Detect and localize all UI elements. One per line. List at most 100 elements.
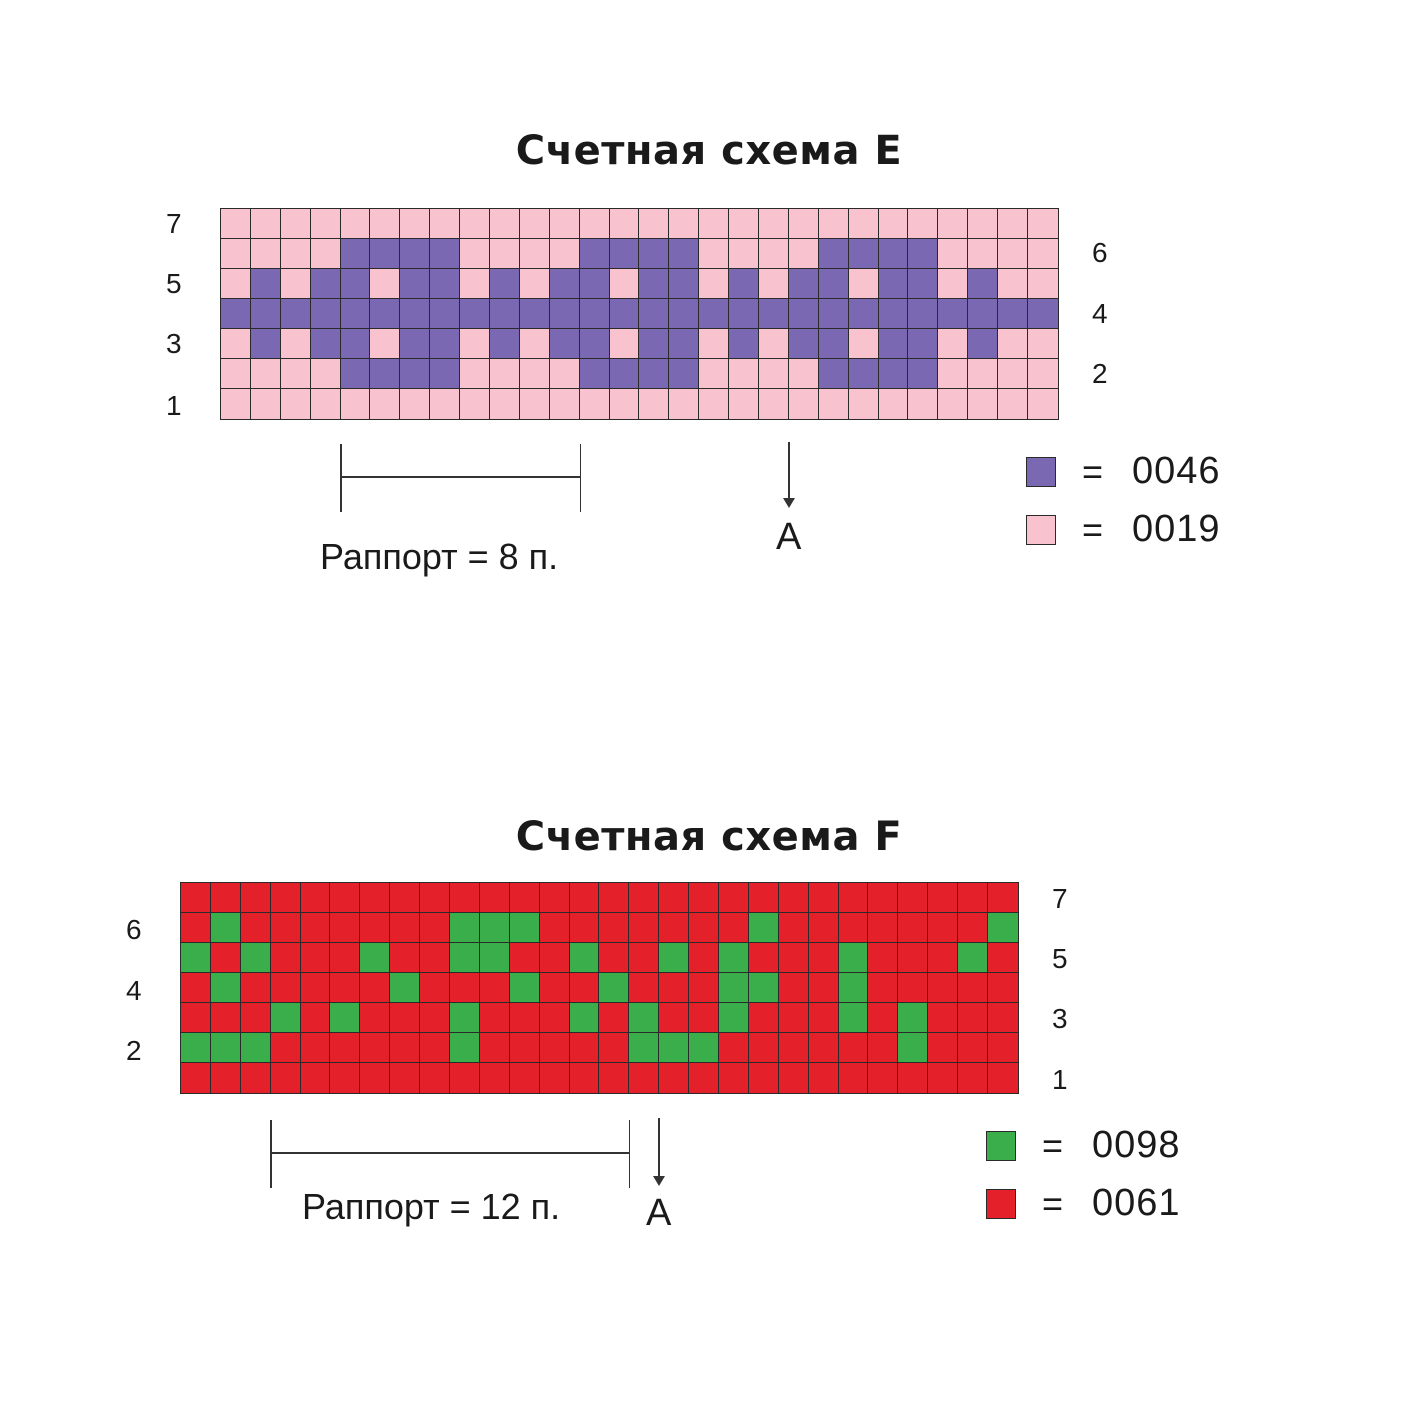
chart-e-stitch-cell (609, 209, 640, 239)
chart-f-stitch-cell (689, 973, 720, 1003)
chart-f-row-number: 3 (1052, 1003, 1068, 1034)
chart-f-stitch-cell (958, 973, 989, 1003)
chart-e-stitch-cell (938, 299, 969, 329)
chart-e-stitch-cell (430, 269, 461, 299)
chart-e-stitch-cell (221, 239, 251, 269)
chart-e-stitch-cell (490, 269, 520, 299)
chart-e-stitch-cell (549, 299, 580, 329)
chart-f-stitch-cell (808, 883, 839, 913)
chart-e-stitch-cell (400, 299, 431, 329)
chart-e-stitch-cell (370, 329, 401, 359)
chart-f-rapport-label: Раппорт = 12 п. (302, 1186, 561, 1227)
chart-f-stitch-cell (450, 1003, 480, 1033)
chart-e-stitch-cell (609, 329, 640, 359)
chart-e-stitch-cell (878, 269, 909, 299)
chart-f-stitch-cell (988, 1003, 1018, 1033)
chart-e-stitch-cell (639, 299, 670, 329)
chart-e-grid (220, 208, 1059, 420)
chart-e-stitch-cell (639, 239, 670, 269)
chart-f-stitch-cell (210, 973, 241, 1003)
chart-e-stitch-cell (938, 359, 969, 389)
chart-f-stitch-cell (479, 883, 510, 913)
chart-e-stitch-cell (519, 359, 550, 389)
chart-e-stitch-cell (370, 389, 401, 419)
chart-e-stitch-cell (579, 329, 610, 359)
chart-e-stitch-cell (1028, 239, 1058, 269)
chart-f-stitch-cell (210, 1003, 241, 1033)
chart-e-stitch-cell (639, 209, 670, 239)
chart-e-stitch-cell (430, 209, 461, 239)
chart-e-stitch-cell (400, 209, 431, 239)
chart-e-stitch-cell (430, 299, 461, 329)
chart-f-stitch-cell (360, 1063, 391, 1093)
chart-e-stitch-cell (490, 299, 520, 329)
chart-e-row-number: 6 (1092, 237, 1108, 268)
chart-e-stitch-cell (729, 389, 760, 419)
chart-e-stitch-cell (818, 209, 849, 239)
chart-f-stitch-cell (240, 973, 271, 1003)
chart-e-stitch-cell (818, 269, 849, 299)
chart-e-stitch-cell (579, 209, 610, 239)
chart-e-stitch-cell (788, 239, 819, 269)
chart-e-stitch-cell (968, 239, 999, 269)
chart-e-stitch-cell (490, 209, 520, 239)
chart-f-stitch-cell (450, 1033, 480, 1063)
chart-e-rapport-bracket (340, 444, 581, 512)
chart-f-stitch-cell (988, 1063, 1018, 1093)
chart-f-row-number: 6 (126, 914, 142, 945)
chart-f-stitch-cell (181, 913, 211, 943)
chart-f-stitch-cell (719, 1033, 749, 1063)
legend-equals: = (1082, 450, 1104, 492)
chart-f-stitch-cell (420, 913, 451, 943)
chart-e-stitch-cell (490, 329, 520, 359)
chart-f-stitch-cell (539, 1063, 570, 1093)
chart-e-stitch-cell (310, 209, 341, 239)
chart-f-stitch-cell (300, 1063, 331, 1093)
chart-e-stitch-cell (460, 299, 491, 329)
chart-f-stitch-cell (569, 1033, 600, 1063)
chart-f-stitch-cell (928, 883, 959, 913)
chart-f-stitch-cell (689, 1003, 720, 1033)
chart-e-stitch-cell (908, 329, 939, 359)
chart-e-stitch-cell (519, 389, 550, 419)
chart-f-stitch-cell (390, 883, 421, 913)
chart-e-stitch-cell (759, 329, 789, 359)
chart-f-stitch-cell (689, 943, 720, 973)
chart-e-stitch-cell (729, 329, 760, 359)
chart-f-stitch-cell (539, 1033, 570, 1063)
chart-e-stitch-cell (250, 299, 281, 329)
chart-e-stitch-cell (848, 329, 879, 359)
chart-f-stitch-cell (330, 1063, 361, 1093)
chart-e-stitch-cell (938, 389, 969, 419)
chart-f-stitch-cell (360, 913, 391, 943)
chart-e-stitch-cell (340, 389, 371, 419)
chart-e-stitch-cell (1028, 269, 1058, 299)
chart-e-stitch-cell (788, 389, 819, 419)
chart-f-stitch-cell (719, 1003, 749, 1033)
chart-e-stitch-cell (788, 299, 819, 329)
chart-f-stitch-cell (838, 943, 869, 973)
chart-e-stitch-cell (370, 209, 401, 239)
chart-f-stitch-cell (539, 943, 570, 973)
chart-f-stitch-cell (629, 1033, 660, 1063)
chart-e-stitch-cell (788, 329, 819, 359)
chart-e-stitch-cell (878, 209, 909, 239)
chart-f-stitch-cell (868, 973, 899, 1003)
chart-f-stitch-cell (748, 943, 779, 973)
chart-f-stitch-cell (748, 1033, 779, 1063)
chart-e-stitch-cell (549, 269, 580, 299)
chart-f-stitch-cell (719, 913, 749, 943)
chart-e-stitch-cell (340, 269, 371, 299)
chart-e-stitch-cell (519, 329, 550, 359)
chart-e-stitch-cell (669, 269, 700, 299)
chart-f-stitch-cell (599, 973, 630, 1003)
chart-f-stitch-cell (360, 1003, 391, 1033)
chart-f-row-number: 4 (126, 975, 142, 1006)
chart-f-stitch-cell (748, 913, 779, 943)
chart-e-stitch-cell (699, 389, 730, 419)
chart-f-stitch-cell (390, 1003, 421, 1033)
chart-f-stitch-cell (868, 1033, 899, 1063)
legend-swatch (1026, 514, 1056, 545)
chart-f-stitch-cell (181, 973, 211, 1003)
chart-e-stitch-cell (340, 359, 371, 389)
